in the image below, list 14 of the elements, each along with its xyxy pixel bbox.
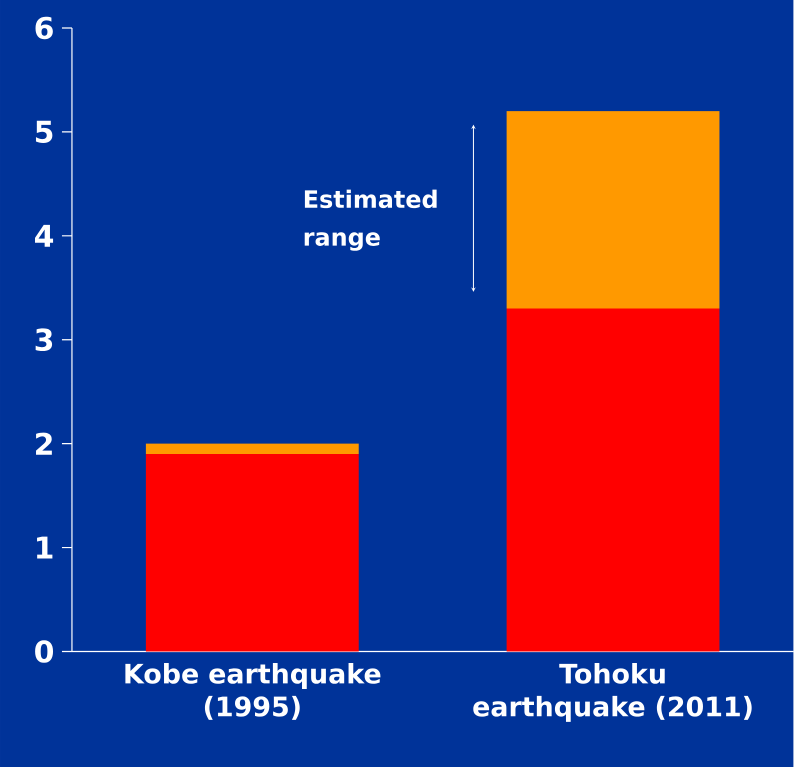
y-tick-label: 0: [35, 640, 54, 663]
y-tick-label: 3: [36, 328, 52, 351]
x-tick-label: Tohoku earthquake (2011): [473, 662, 752, 722]
bar: [146, 443, 359, 454]
bar: [506, 110, 720, 308]
bar: [506, 308, 720, 652]
y-tick-label: 6: [36, 16, 53, 40]
y-tick-label: 5: [36, 120, 52, 143]
x-tick-label: Kobe earthquake (1995): [125, 662, 380, 720]
bar: [146, 454, 359, 652]
y-tick-label: 2: [36, 432, 52, 455]
y-tick-label: 4: [35, 224, 54, 246]
annotation: Estimated range: [304, 189, 437, 251]
y-tick-label: 1: [37, 536, 52, 558]
